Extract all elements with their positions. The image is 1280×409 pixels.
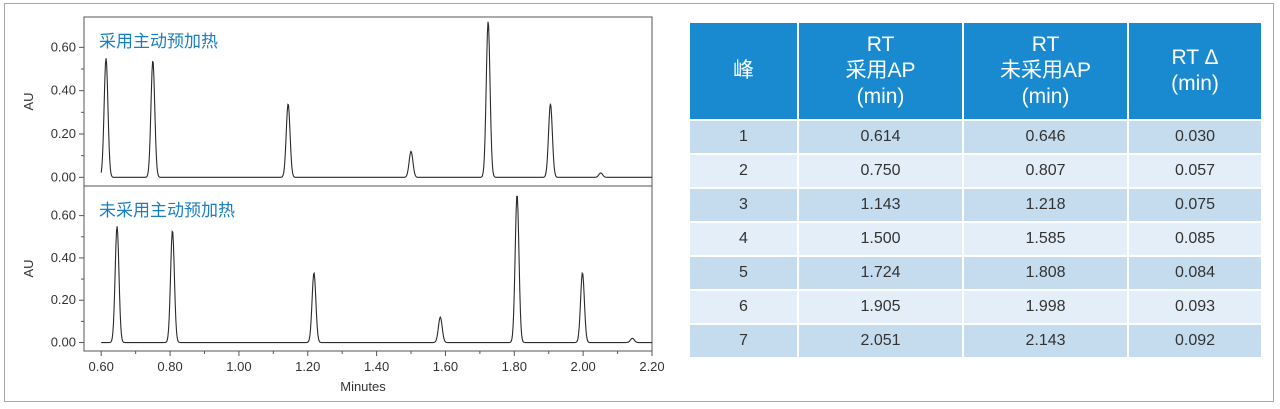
y-axis-title-panel-2: AU [21,259,36,277]
header-rt-delta: RT Δ (min) [1129,23,1261,119]
cell-rt-no-ap: 1.998 [964,291,1127,323]
cell-rt-ap: 0.750 [799,155,962,187]
cell-rt-ap: 1.143 [799,189,962,221]
header-rt-no-ap-line1: RT [1031,33,1060,56]
header-rt-ap-line1: RT [866,33,895,56]
y-tick-label: 0.40 [51,83,76,98]
panel-title-1: 采用主动预加热 [99,32,218,51]
x-tick-label: 1.60 [433,359,458,374]
table-row: 2 0.750 0.807 0.057 [690,155,1261,187]
cell-peak: 5 [690,257,797,289]
x-axis-title: Minutes [340,379,386,394]
cell-peak: 2 [690,155,797,187]
cell-rt-ap: 1.500 [799,223,962,255]
cell-rt-no-ap: 1.585 [964,223,1127,255]
x-tick-label: 1.00 [226,359,251,374]
cell-peak: 6 [690,291,797,323]
y-tick-label: 0.40 [51,250,76,265]
y-tick-label: 0.60 [51,39,76,54]
header-rt-ap: RT 采用AP (min) [799,23,962,119]
figure-frame: 0.00 0.20 0.40 0.60 AU 采用主动预加热 0.00 0.20 0.40 0.6… [4,3,1274,402]
y-tick-label: 0.60 [51,208,76,223]
header-rt-delta-line2: (min) [1171,72,1219,95]
y-tick-label: 0.00 [51,169,76,184]
cell-rt-delta: 0.057 [1129,155,1261,187]
chromatogram-trace-panel-1 [100,21,652,178]
table-header-row: 峰 RT 采用AP (min) RT 未采用AP (min) RT Δ (min… [690,23,1261,119]
panel-title-2: 未采用主动预加热 [99,201,235,220]
table-row: 1 0.614 0.646 0.030 [690,121,1261,153]
table-row: 4 1.500 1.585 0.085 [690,223,1261,255]
retention-time-table: 峰 RT 采用AP (min) RT 未采用AP (min) RT Δ (min… [688,21,1263,359]
cell-rt-delta: 0.093 [1129,291,1261,323]
y-tick-label: 0.00 [51,335,76,350]
cell-rt-delta: 0.084 [1129,257,1261,289]
chromatogram-trace-panel-2 [101,195,652,344]
cell-rt-delta: 0.092 [1129,325,1261,357]
header-rt-no-ap-line3: (min) [1021,85,1070,108]
header-rt-ap-line2: 采用AP [845,59,916,82]
header-rt-delta-line1: RT Δ [1171,46,1219,69]
cell-peak: 3 [690,189,797,221]
table-row: 6 1.905 1.998 0.093 [690,291,1261,323]
y-tick-label: 0.20 [51,126,76,141]
table-row: 7 2.051 2.143 0.092 [690,325,1261,357]
x-tick-label: 2.20 [639,359,664,374]
x-tick-label: 1.40 [364,359,389,374]
cell-rt-no-ap: 1.808 [964,257,1127,289]
table-row: 5 1.724 1.808 0.084 [690,257,1261,289]
header-peak: 峰 [690,23,797,119]
x-tick-label: 0.60 [89,359,114,374]
y-axis-title-panel-1: AU [21,92,36,110]
cell-rt-delta: 0.085 [1129,223,1261,255]
cell-rt-ap: 2.051 [799,325,962,357]
cell-rt-no-ap: 0.646 [964,121,1127,153]
cell-peak: 4 [690,223,797,255]
cell-rt-ap: 1.905 [799,291,962,323]
y-tick-label: 0.20 [51,292,76,307]
header-rt-no-ap: RT 未采用AP (min) [964,23,1127,119]
x-tick-label: 0.80 [157,359,182,374]
plot-area-panel-2 [83,185,653,352]
cell-rt-delta: 0.030 [1129,121,1261,153]
x-tick-label: 1.20 [295,359,320,374]
header-peak-label: 峰 [733,59,754,82]
cell-rt-ap: 1.724 [799,257,962,289]
header-rt-no-ap-line2: 未采用AP [999,59,1091,82]
cell-peak: 1 [690,121,797,153]
x-tick-label: 2.00 [570,359,595,374]
cell-rt-no-ap: 1.218 [964,189,1127,221]
cell-rt-no-ap: 2.143 [964,325,1127,357]
table-row: 3 1.143 1.218 0.075 [690,189,1261,221]
cell-rt-delta: 0.075 [1129,189,1261,221]
x-tick-label: 1.80 [502,359,527,374]
cell-rt-ap: 0.614 [799,121,962,153]
chromatogram-chart: 0.00 0.20 0.40 0.60 AU 采用主动预加热 0.00 0.20 0.40 0.6… [21,16,665,394]
cell-rt-no-ap: 0.807 [964,155,1127,187]
header-rt-ap-line3: (min) [856,85,905,108]
cell-peak: 7 [690,325,797,357]
